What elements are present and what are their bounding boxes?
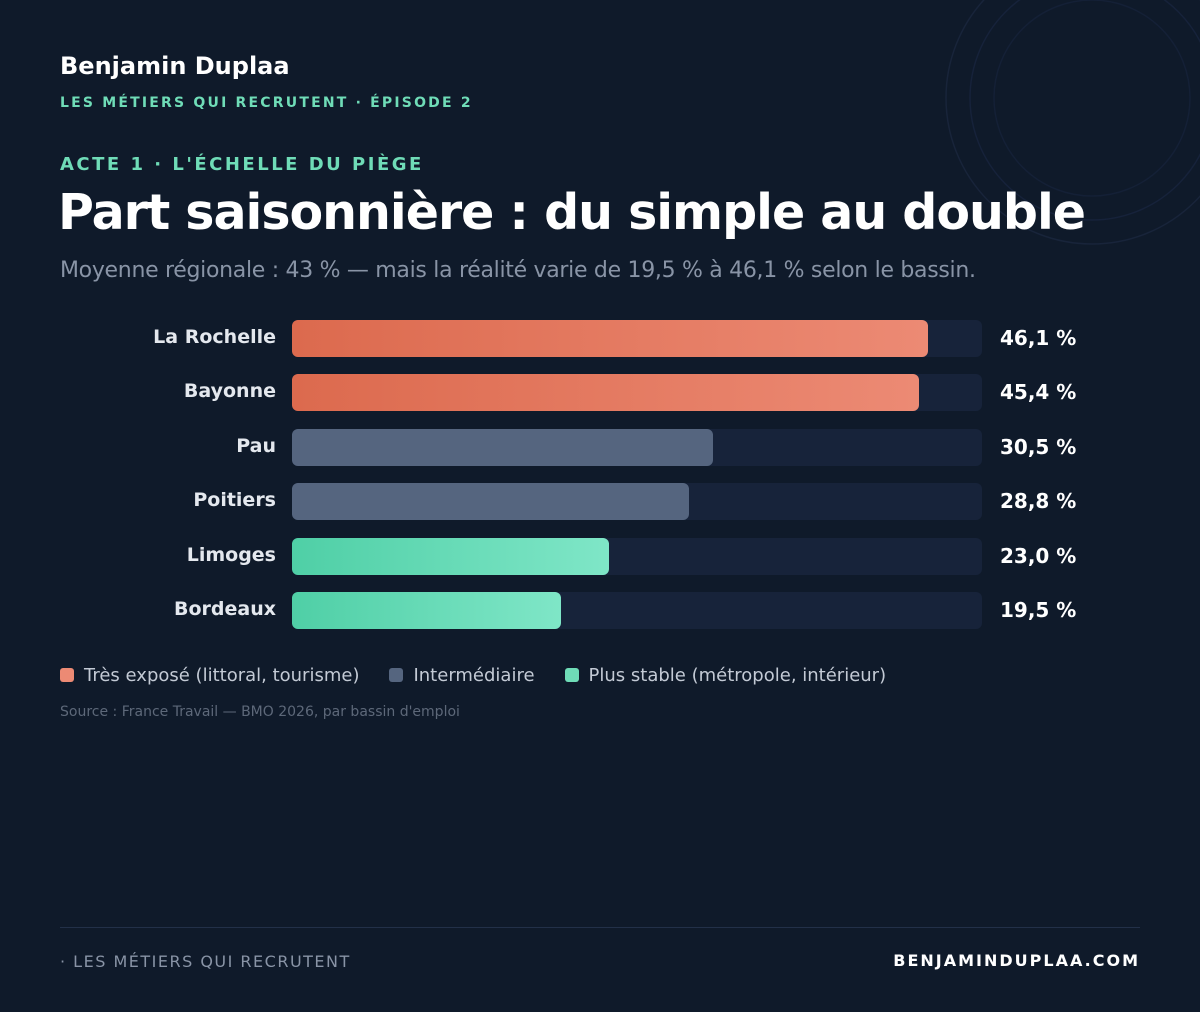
data-label: 28,8 % — [1000, 489, 1077, 514]
footer-divider — [60, 927, 1140, 928]
category-label: Poitiers — [193, 489, 276, 512]
author-name: Benjamin Duplaa — [60, 52, 290, 80]
bar — [292, 483, 690, 521]
decorative-circles — [940, 0, 1200, 260]
category-label: Bayonne — [183, 380, 276, 403]
legend-swatch — [564, 668, 579, 682]
act-label: ACTE 1 · L'ÉCHELLE DU PIÈGE — [60, 154, 424, 175]
legend-label: Plus stable (métropole, intérieur) — [588, 664, 887, 686]
chart-title: Part saisonnière : du simple au double — [58, 184, 1086, 241]
category-label: La Rochelle — [153, 326, 276, 348]
legend-swatch — [389, 668, 404, 682]
legend-label: Intermédiaire — [413, 664, 535, 686]
bar-row: Bordeaux 19,5 % — [60, 590, 1140, 629]
category-label: Pau — [236, 434, 276, 457]
chart-subtitle: Moyenne régionale : 43 % — mais la réali… — [60, 258, 976, 283]
bar-track — [292, 374, 982, 412]
bar-chart: La Rochelle 46,1 % Bayonne 45,4 % Pau 30,5 % P… — [60, 318, 1140, 638]
bar-row: La Rochelle 46,1 % — [60, 318, 1140, 357]
legend-item: Plus stable (métropole, intérieur) — [564, 664, 887, 686]
category-label: Limoges — [186, 543, 276, 566]
bar-track — [292, 483, 982, 521]
bar — [292, 428, 713, 466]
legend-swatch — [60, 668, 74, 682]
footer-website-link[interactable]: BENJAMINDUPLAA.COM — [893, 951, 1140, 970]
data-label: 19,5 % — [1000, 598, 1077, 622]
bar-track — [292, 537, 982, 575]
data-label: 45,4 % — [1000, 380, 1077, 405]
bar — [292, 537, 610, 575]
data-label: 46,1 % — [1000, 326, 1077, 350]
legend-item: Très exposé (littoral, tourisme) — [60, 665, 359, 686]
source-note: Source : France Travail — BMO 2026, par … — [60, 704, 460, 720]
bar-row: Poitiers 28,8 % — [60, 481, 1140, 521]
bar — [292, 374, 919, 412]
bar — [292, 592, 562, 629]
category-label: Bordeaux — [174, 598, 276, 620]
bar-track — [292, 320, 982, 357]
chart-legend: Très exposé (littoral, tourisme) Interméd… — [60, 662, 916, 688]
bar-row: Limoges 23,0 % — [60, 536, 1140, 575]
bar-track — [292, 428, 982, 466]
bar — [292, 320, 929, 357]
series-label: LES MÉTIERS QUI RECRUTENT · ÉPISODE 2 — [60, 95, 473, 111]
legend-label: Très exposé (littoral, tourisme) — [84, 664, 360, 686]
bar-row: Bayonne 45,4 % — [60, 372, 1140, 412]
bar-row: Pau 30,5 % — [60, 427, 1140, 466]
data-label: 23,0 % — [1000, 543, 1077, 568]
bar-track — [292, 592, 982, 629]
legend-item: Intermédiaire — [389, 664, 535, 686]
footer-series-label: · LES MÉTIERS QUI RECRUTENT — [60, 952, 351, 971]
data-label: 30,5 % — [1000, 434, 1077, 459]
